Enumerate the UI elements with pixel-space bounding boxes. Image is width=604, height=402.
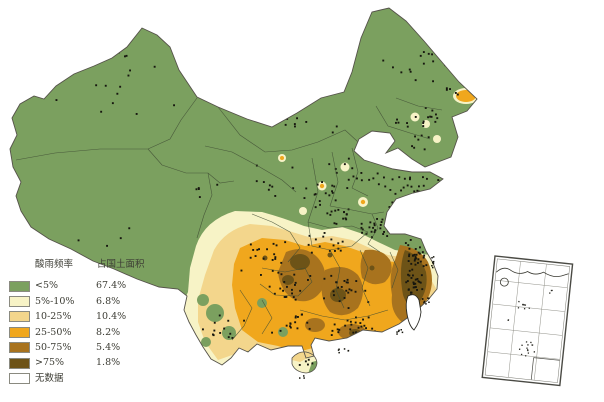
legend-label: <5% — [35, 280, 59, 292]
inset-inner-frame — [484, 258, 570, 383]
legend-area-value: 1.8% — [96, 357, 121, 369]
legend-label: >75% — [35, 357, 65, 369]
legend-swatch — [9, 296, 30, 308]
legend-label: 50-75% — [35, 342, 72, 353]
inset-corner-box — [530, 357, 560, 380]
legend-swatch — [9, 326, 30, 338]
legend-col-area: 占国土面积 — [97, 259, 145, 270]
legend-area-value: 5.4% — [96, 342, 121, 353]
south-china-sea-inset — [481, 255, 574, 387]
legend-swatch — [9, 373, 30, 385]
coastal-island-dots — [299, 256, 435, 379]
legend-area-value: 6.8% — [96, 295, 121, 307]
inset-coastline — [496, 267, 569, 277]
legend-item: 10-25% 10.4% — [9, 309, 145, 324]
legend-swatch — [9, 280, 30, 292]
legend-area-value: 8.2% — [96, 326, 121, 338]
legend-area-value: 67.4% — [96, 280, 127, 292]
legend-area-value: 10.4% — [96, 311, 127, 323]
legend-label: 25-50% — [35, 326, 72, 338]
legend-item-no-data: 无数据 — [9, 371, 145, 386]
inset-hainan — [499, 277, 509, 287]
legend-item: 50-75% 5.4% — [9, 340, 145, 355]
south-green-patches — [197, 294, 288, 359]
national-boundary — [9, 7, 478, 366]
legend-label: 5%-10% — [35, 295, 75, 307]
inset-island-dots — [507, 289, 553, 357]
taiwan-island — [405, 294, 422, 331]
hainan-island — [291, 351, 318, 374]
legend-swatch — [9, 357, 30, 369]
legend-item: <5% 67.4% — [9, 279, 145, 294]
legend-label: 10-25% — [35, 311, 72, 323]
legend-header: 酸雨频率 占国土面积 — [35, 260, 145, 270]
legend-item: 5%-10% 6.8% — [9, 294, 145, 309]
legend-item: >75% 1.8% — [9, 355, 145, 370]
legend-swatch — [9, 342, 30, 354]
legend-item: 25-50% 8.2% — [9, 325, 145, 340]
legend-label: 无数据 — [35, 372, 64, 384]
legend: 酸雨频率 占国土面积 <5% 67.4% 5%-10% 6.8% 10-25% … — [9, 260, 145, 386]
province-borders — [15, 97, 443, 341]
legend-swatch — [9, 311, 30, 323]
inset-frame — [481, 255, 574, 387]
legend-col-frequency: 酸雨频率 — [35, 259, 74, 270]
